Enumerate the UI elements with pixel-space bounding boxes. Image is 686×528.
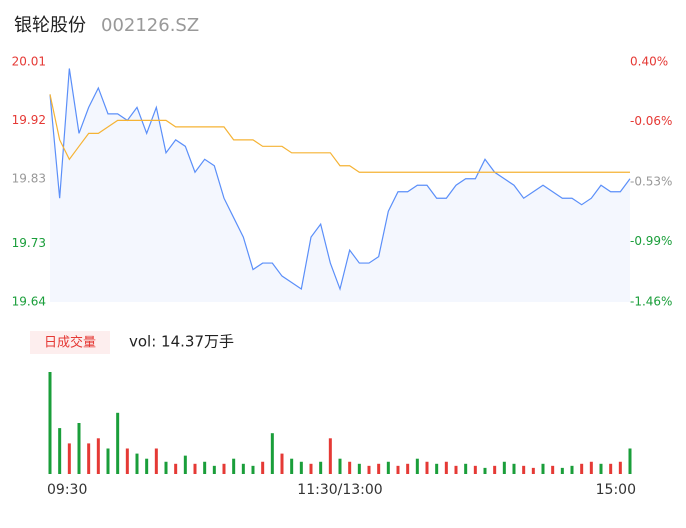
volume-bar [473,465,477,474]
volume-bar [222,463,226,474]
y-tick-label: 19.64 [12,295,46,309]
volume-bar [551,465,555,474]
y2-tick-label: -1.46% [630,295,672,309]
volume-bar [522,465,526,474]
y-tick-label: 19.73 [12,236,46,250]
stock-code: 002126.SZ [101,15,199,36]
volume-bar [116,412,120,474]
volume-bar [386,461,390,474]
volume-bar [415,458,419,474]
volume-bar [560,467,564,474]
y2-tick-label: -0.99% [630,234,672,248]
volume-bar [618,461,622,474]
x-tick-label: 09:30 [47,482,87,498]
volume-bar [406,463,410,474]
volume-bar [599,463,603,474]
y2-tick-label: 0.40% [630,55,668,69]
y-tick-label: 19.83 [12,171,46,185]
volume-bar [261,461,265,474]
y-tick-label: 19.92 [12,113,46,127]
average-line [49,94,630,173]
volume-bar [444,461,448,474]
volume-bar [541,463,545,474]
volume-bar [96,438,100,474]
volume-bar [164,461,168,474]
volume-bar [67,443,71,474]
price-line [49,68,631,292]
volume-bar [357,463,361,474]
volume-bar [106,448,110,474]
volume-button[interactable]: 日成交量 [44,335,96,351]
volume-button-bg[interactable] [30,331,110,354]
volume-bar [319,461,323,474]
volume-bar [232,458,236,474]
volume-bar [125,448,129,474]
volume-bar [464,463,468,474]
volume-bar [48,372,52,474]
volume-total: vol: 14.37万手 [129,333,234,351]
volume-bar [77,423,81,474]
volume-bar [493,465,497,474]
volume-bar [290,458,294,474]
volume-bar [502,461,506,474]
volume-bar [193,463,197,474]
volume-bar [251,465,255,474]
volume-bar [580,463,584,474]
volume-bar [377,463,381,474]
volume-bar [338,458,342,474]
volume-bar [628,448,632,474]
volume-bar [183,455,187,474]
volume-bar [367,465,371,474]
volume-bar [328,438,332,474]
volume-bar [609,463,613,474]
volume-bar [280,453,284,474]
volume-bar [154,448,158,474]
volume-bar [174,463,178,474]
volume-bar [270,433,274,474]
volume-bar [531,467,535,474]
volume-bar [396,465,400,474]
volume-bar [241,463,245,474]
y2-tick-label: -0.53% [630,175,672,189]
stock-name: 银轮股份 [14,15,86,36]
volume-bar [589,461,593,474]
x-tick-label: 11:30/13:00 [297,482,382,498]
volume-bar [435,463,439,474]
volume-bar [425,461,429,474]
y-tick-label: 20.01 [12,55,46,69]
volume-bar [299,461,303,474]
volume-bar [512,463,516,474]
volume-bar [483,467,487,474]
volume-bar [135,453,139,474]
volume-bar [348,461,352,474]
volume-bar [309,463,313,474]
volume-bar [58,428,62,474]
volume-bar [145,458,149,474]
price-area [50,68,630,303]
x-tick-label: 15:00 [596,482,636,498]
volume-bar [454,465,458,474]
volume-bar [203,461,207,474]
volume-bar [87,443,91,474]
volume-bar [212,465,216,474]
y2-tick-label: -0.06% [630,114,672,128]
volume-bar [570,465,574,474]
